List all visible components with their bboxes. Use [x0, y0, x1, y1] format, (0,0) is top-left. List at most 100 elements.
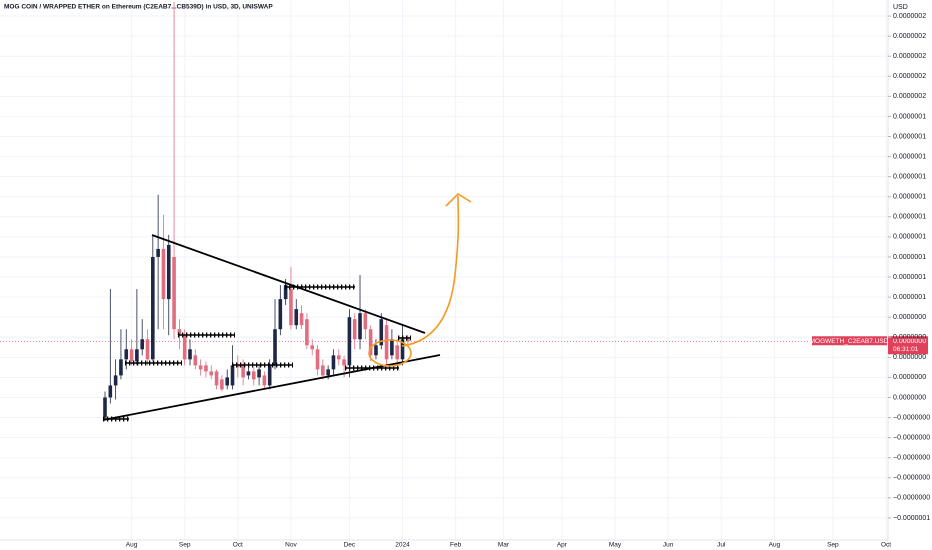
x-tick-label: May	[609, 542, 622, 549]
x-tick-label: Sep	[827, 542, 839, 549]
candle-body	[225, 377, 229, 386]
forecast-arrow	[401, 195, 460, 347]
x-tick-label: Mar	[498, 542, 510, 549]
y-tick-label: 0.0000001	[893, 294, 926, 301]
y-tick-label: 0.0000000	[893, 314, 926, 321]
candle-body	[135, 349, 139, 362]
y-tick-label: 0.0000000	[893, 334, 926, 341]
y-tick-label: 0.0000001	[893, 153, 926, 160]
candle-body	[331, 355, 336, 370]
y-tick-label: 0.0000000	[893, 374, 926, 381]
candle-body	[390, 339, 394, 356]
candle-body	[124, 349, 129, 360]
candle-body	[172, 256, 176, 330]
candle-body	[395, 345, 400, 360]
price-tag-bg	[888, 336, 928, 355]
y-tick-label: 0.0000001	[893, 173, 926, 180]
candle-body	[310, 345, 315, 350]
grid-layer	[0, 0, 888, 540]
candle-body	[294, 309, 299, 326]
candle-body	[358, 313, 362, 340]
candle-body	[406, 339, 410, 342]
highlight-circle	[368, 339, 412, 367]
candle-body	[119, 359, 123, 376]
y-tick-label: 0.0000000	[893, 394, 926, 401]
candle-body	[220, 379, 224, 390]
candle-body	[400, 339, 405, 360]
candle-body	[230, 365, 235, 386]
y-tick-label: −0.0000000	[893, 414, 930, 421]
y-tick-label: −0.0000000	[893, 495, 930, 502]
candle-body	[262, 375, 267, 386]
y-tick-label: 0.0000001	[893, 133, 926, 140]
candle-body	[103, 397, 107, 418]
candle-body	[342, 359, 346, 366]
x-tick-label: Sep	[179, 542, 191, 549]
x-tick-label: Oct	[233, 542, 243, 549]
y-tick-label: −0.0000000	[893, 455, 930, 462]
candle-body	[374, 345, 378, 356]
y-tick-label: 0.0000000	[893, 354, 926, 361]
drawings	[102, 192, 472, 422]
x-tick-label: 2024	[395, 542, 410, 549]
x-tick-label: Apr	[557, 542, 568, 549]
y-tick-label: −0.0000001	[893, 515, 930, 522]
y-axis-label: USD	[893, 4, 908, 11]
candle-body	[315, 349, 320, 370]
candle-body	[368, 329, 373, 356]
candle-body	[251, 371, 256, 380]
candle-body	[204, 365, 208, 372]
y-tick-label: 0.0000002	[893, 53, 926, 60]
x-tick-label: Feb	[450, 542, 462, 549]
y-tick-label: 0.0000001	[893, 194, 926, 201]
chart-title: MOG COIN / WRAPPED ETHER on Ethereum (C2…	[4, 4, 273, 11]
price-tag-label: 0.0000000	[893, 338, 926, 345]
x-tick-label: Dec	[344, 542, 356, 549]
candle-body	[151, 256, 155, 360]
x-tick-label: Aug	[769, 542, 781, 549]
candle-body	[193, 355, 198, 366]
candle-body	[246, 371, 251, 376]
candle-body	[129, 349, 134, 362]
symbol-tag-bg	[812, 336, 887, 346]
candle-body	[156, 248, 160, 257]
candle-body	[198, 365, 203, 370]
candle-body	[108, 385, 113, 398]
candle-body	[236, 365, 240, 368]
candle-body	[283, 285, 288, 300]
candle-body	[363, 313, 368, 330]
resistance-trendline	[151, 234, 426, 334]
symbol-tag: MOGWETH_C2EAB7.USD	[810, 338, 889, 345]
candle-body	[166, 244, 171, 300]
x-tick-label: Aug	[126, 542, 138, 549]
y-tick-label: 0.0000002	[893, 73, 926, 80]
candle-layer	[103, 2, 410, 420]
candle-body	[140, 339, 144, 350]
y-tick-label: 0.0000001	[893, 234, 926, 241]
y-tick-label: −0.0000000	[893, 475, 930, 482]
candle-body	[352, 319, 357, 340]
candle-body	[347, 317, 352, 366]
candle-body	[267, 365, 272, 386]
candle-body	[241, 365, 245, 378]
countdown: 06:31:01	[893, 346, 919, 353]
candle-body	[379, 319, 384, 346]
candle-body	[336, 355, 341, 360]
y-tick-label: 0.0000001	[893, 113, 926, 120]
x-tick-label: Jul	[717, 542, 726, 549]
candle-body	[209, 371, 214, 376]
candle-body	[326, 369, 330, 376]
y-tick-label: 0.0000002	[893, 33, 926, 40]
level-markers	[103, 284, 411, 422]
x-tick-label: Jun	[663, 542, 674, 549]
candle-body	[257, 369, 261, 378]
candle-body	[305, 319, 309, 346]
forecast-arrowhead	[445, 192, 472, 207]
candle-body	[299, 313, 304, 326]
candle-body	[289, 289, 293, 326]
candle-body	[321, 365, 325, 376]
candle-body	[384, 325, 389, 360]
candle-body	[161, 248, 166, 300]
y-tick-label: −0.0000000	[893, 434, 930, 441]
